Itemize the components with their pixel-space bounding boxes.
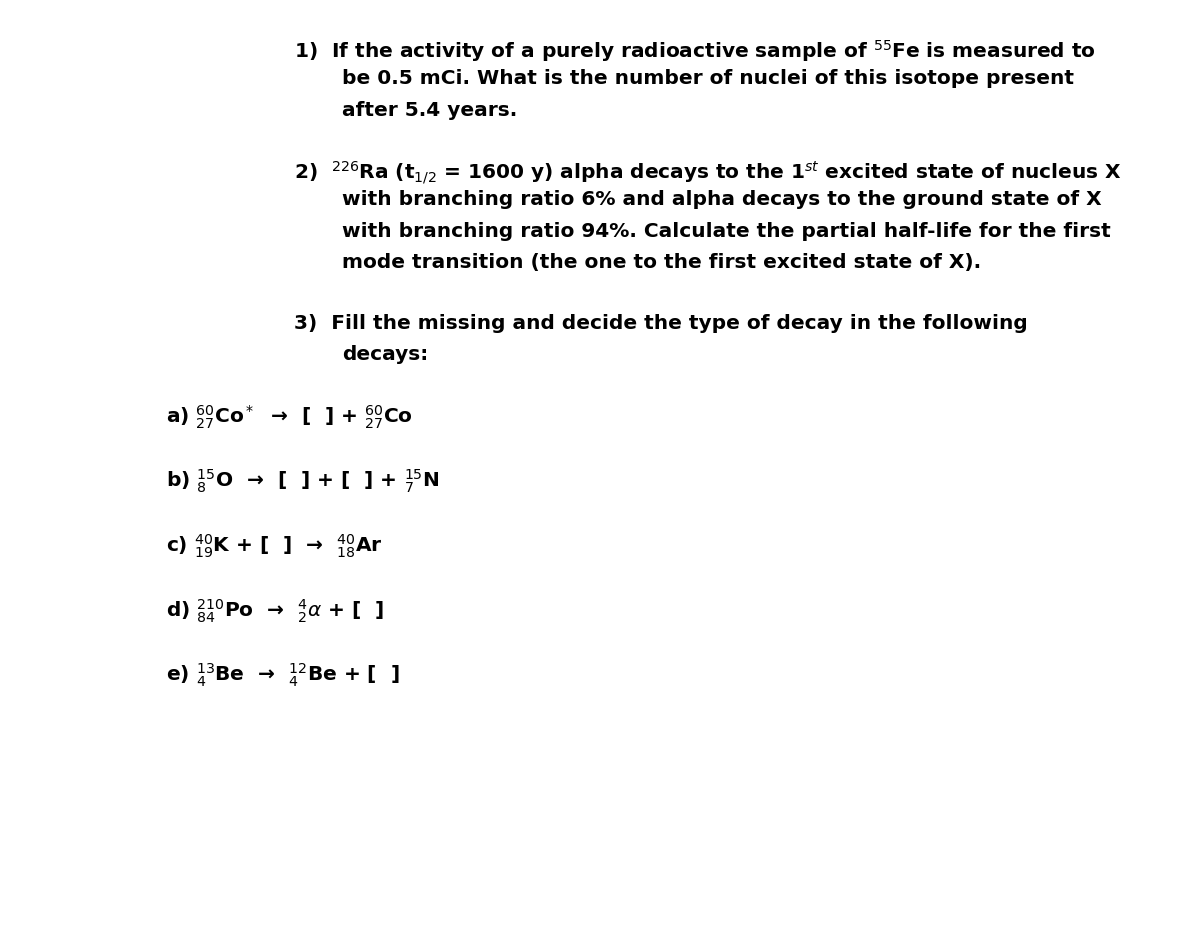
Text: 1)  If the activity of a purely radioactive sample of $^{55}$Fe is measured to: 1) If the activity of a purely radioacti… — [294, 38, 1096, 64]
Text: c) $^{40}_{19}$K + [  ]  →  $^{40}_{18}$Ar: c) $^{40}_{19}$K + [ ] → $^{40}_{18}$Ar — [166, 533, 383, 560]
Text: e) $^{13}_{4}$Be  →  $^{12}_{4}$Be + [  ]: e) $^{13}_{4}$Be → $^{12}_{4}$Be + [ ] — [166, 662, 400, 689]
Text: decays:: decays: — [342, 345, 428, 364]
Text: mode transition (the one to the first excited state of X).: mode transition (the one to the first ex… — [342, 253, 982, 272]
Text: be 0.5 mCi. What is the number of nuclei of this isotope present: be 0.5 mCi. What is the number of nuclei… — [342, 69, 1074, 88]
Text: a) $^{60}_{27}$Co$^*$  →  [  ] + $^{60}_{27}$Co: a) $^{60}_{27}$Co$^*$ → [ ] + $^{60}_{27… — [166, 403, 413, 431]
Text: 2)  $^{226}$Ra (t$_{1/2}$ = 1600 y) alpha decays to the 1$^{st}$ excited state o: 2) $^{226}$Ra (t$_{1/2}$ = 1600 y) alpha… — [294, 159, 1122, 185]
Text: b) $^{15}_{8}$O  →  [  ] + [  ] + $^{15}_{7}$N: b) $^{15}_{8}$O → [ ] + [ ] + $^{15}_{7}… — [166, 468, 439, 495]
Text: with branching ratio 94%. Calculate the partial half-life for the first: with branching ratio 94%. Calculate the … — [342, 222, 1111, 241]
Text: with branching ratio 6% and alpha decays to the ground state of X: with branching ratio 6% and alpha decays… — [342, 190, 1102, 209]
Text: d) $^{210}_{84}$Po  →  $^{4}_{2}\alpha$ + [  ]: d) $^{210}_{84}$Po → $^{4}_{2}\alpha$ + … — [166, 597, 384, 625]
Text: 3)  Fill the missing and decide the type of decay in the following: 3) Fill the missing and decide the type … — [294, 314, 1027, 333]
Text: after 5.4 years.: after 5.4 years. — [342, 101, 517, 120]
